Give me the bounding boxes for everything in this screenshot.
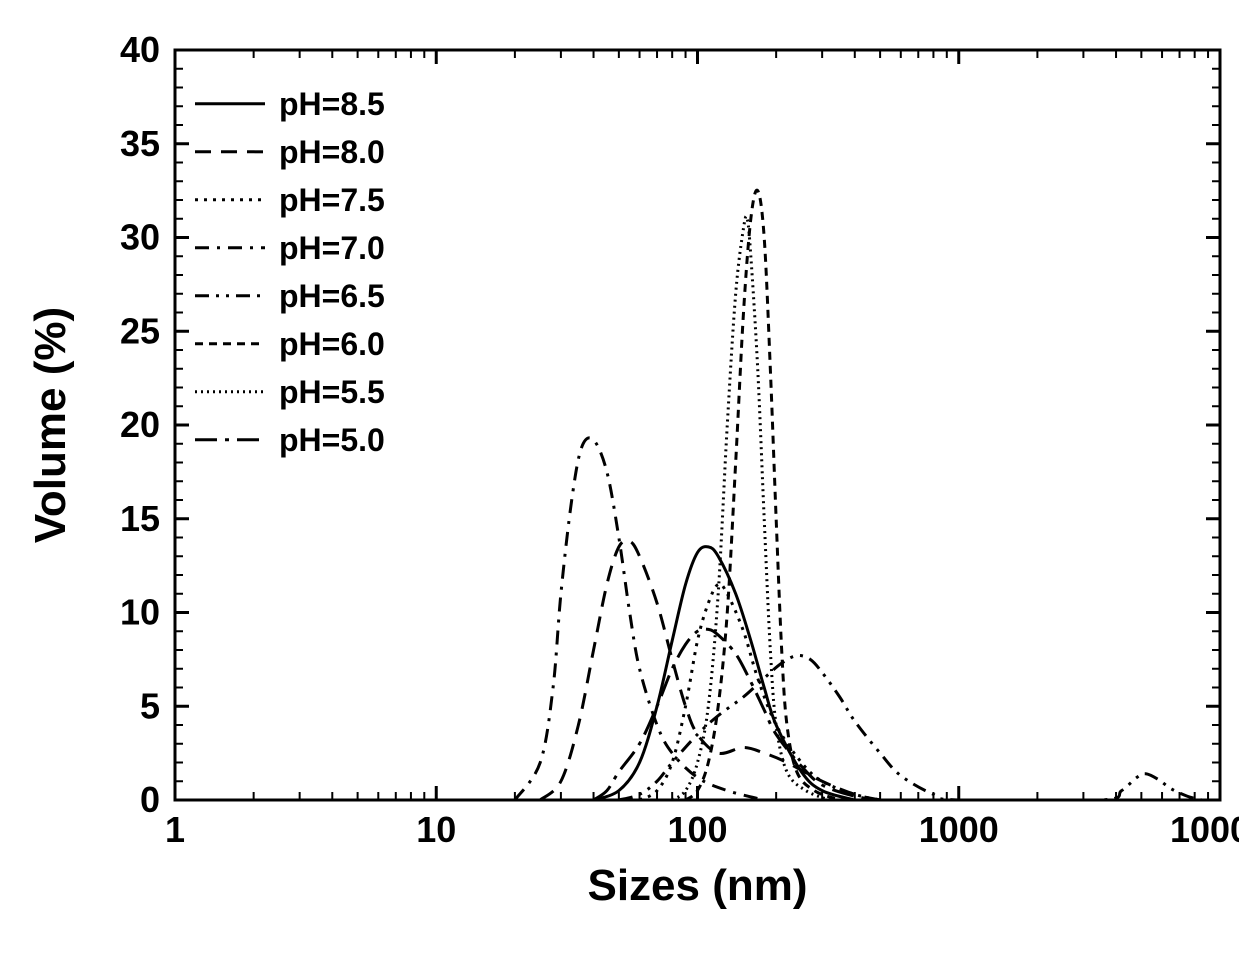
legend-label: pH=6.5: [279, 278, 385, 314]
x-tick-label: 10000: [1170, 809, 1239, 850]
y-tick-label: 5: [140, 685, 160, 726]
y-tick-label: 30: [120, 217, 160, 258]
legend-label: pH=5.0: [279, 422, 385, 458]
legend-label: pH=8.5: [279, 86, 385, 122]
legend-label: pH=5.5: [279, 374, 385, 410]
legend-label: pH=7.5: [279, 182, 385, 218]
x-tick-label: 100: [667, 809, 727, 850]
y-tick-label: 0: [140, 779, 160, 820]
y-tick-label: 25: [120, 310, 160, 351]
legend-label: pH=6.0: [279, 326, 385, 362]
x-tick-label: 10: [416, 809, 456, 850]
y-tick-label: 35: [120, 123, 160, 164]
y-axis-label: Volume (%): [26, 307, 75, 543]
size-distribution-chart: 1 10 100 1000 10000 0 5 10 15 20 25 30 35 40 Sizes (nm…: [20, 20, 1239, 948]
legend-label: pH=7.0: [279, 230, 385, 266]
y-tick-label: 15: [120, 498, 160, 539]
y-tick-label: 20: [120, 404, 160, 445]
x-tick-label: 1: [165, 809, 185, 850]
y-tick-label: 40: [120, 29, 160, 70]
y-tick-label: 10: [120, 592, 160, 633]
x-tick-label: 1000: [919, 809, 999, 850]
legend-label: pH=8.0: [279, 134, 385, 170]
x-axis-label: Sizes (nm): [587, 861, 807, 910]
chart-svg: 1 10 100 1000 10000 0 5 10 15 20 25 30 35 40 Sizes (nm…: [20, 20, 1239, 948]
